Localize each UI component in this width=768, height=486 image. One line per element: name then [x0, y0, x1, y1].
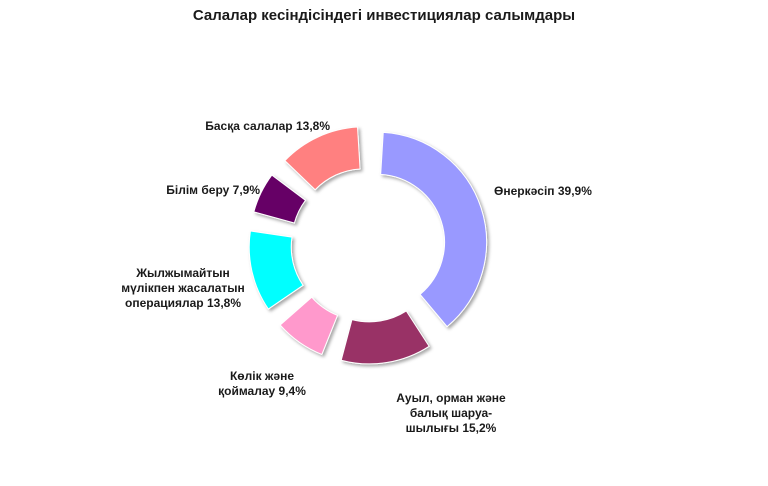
slice-agriculture [340, 310, 430, 365]
slice-label-education: Білім беру 7,9% [166, 183, 260, 197]
slice-label-other: Басқа салалар 13,8% [205, 119, 330, 133]
slice-education [253, 174, 307, 224]
slice-industry [380, 131, 488, 328]
chart-title: Салалар кесіндісіндегі инвестициялар сал… [192, 7, 576, 24]
slice-label-real-estate: Жылжымайтын мүлікпен жасалатын операциял… [121, 266, 245, 310]
slice-label-agriculture: Ауыл, орман және балық шаруа-шылығы 15,2… [396, 391, 506, 435]
slice-real-estate [248, 230, 304, 310]
slice-label-transport: Көлік және қоймалау 9,4% [218, 369, 306, 398]
slice-label-industry: Өнеркәсіп 39,9% [494, 184, 592, 198]
slice-other [284, 126, 361, 191]
slice-transport [279, 296, 339, 356]
